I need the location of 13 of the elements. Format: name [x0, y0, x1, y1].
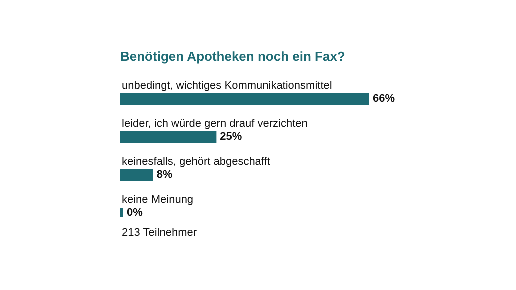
y-tick-label: keinesfalls, gehört abgeschafft: [122, 156, 270, 168]
y-tick-label: leider, ich würde gern drauf verzichten: [122, 118, 308, 130]
y-tick-label: keine Meinung: [122, 194, 194, 206]
chart-title: Benötigen Apotheken noch ein Fax?: [120, 49, 346, 64]
bar: [120, 131, 217, 143]
text: 213 Teilnehmer: [122, 227, 198, 239]
y-tick-label: unbedingt, wichtiges Kommunikationsmittel: [122, 80, 332, 92]
data-label: 0%: [127, 207, 144, 219]
bar: [120, 93, 370, 105]
data-label: 8%: [156, 169, 173, 181]
data-label: 25%: [220, 131, 242, 143]
data-label: 66%: [373, 93, 396, 105]
bar: [120, 169, 154, 181]
